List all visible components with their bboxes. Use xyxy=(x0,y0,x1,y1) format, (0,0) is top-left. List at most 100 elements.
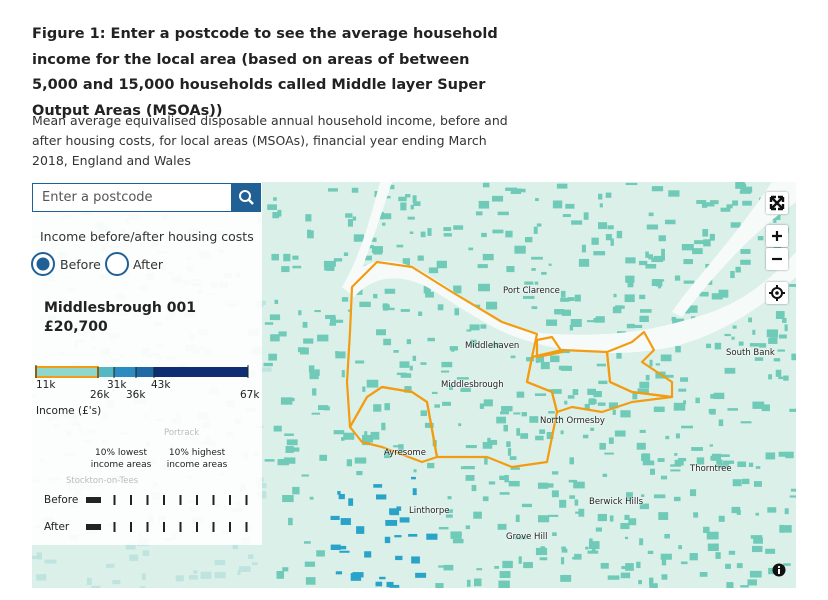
building xyxy=(522,295,535,299)
building xyxy=(696,200,707,204)
building xyxy=(567,395,575,399)
building xyxy=(570,318,582,327)
building xyxy=(353,234,365,242)
building xyxy=(366,379,379,388)
radio-label[interactable]: Before xyxy=(60,257,101,272)
building xyxy=(343,432,355,440)
building xyxy=(587,388,597,395)
building xyxy=(351,187,359,193)
zoom-out-button[interactable] xyxy=(766,248,788,270)
building xyxy=(565,203,575,209)
building xyxy=(141,573,146,581)
building xyxy=(674,275,681,281)
fullscreen-button[interactable] xyxy=(766,192,788,214)
building xyxy=(497,523,507,530)
info-icon[interactable] xyxy=(772,563,786,577)
building xyxy=(582,434,589,439)
building xyxy=(466,579,471,587)
building xyxy=(710,455,715,461)
building xyxy=(290,447,300,452)
building xyxy=(402,258,411,266)
building xyxy=(653,406,665,413)
building xyxy=(514,245,526,254)
building xyxy=(341,370,345,378)
building xyxy=(625,275,635,283)
building xyxy=(193,570,198,574)
building xyxy=(787,526,791,533)
building xyxy=(369,237,377,242)
building xyxy=(562,214,571,218)
building xyxy=(486,301,498,310)
building xyxy=(260,367,272,372)
building xyxy=(516,428,521,436)
building xyxy=(443,564,454,571)
toggle xyxy=(31,252,129,276)
building xyxy=(487,437,491,443)
building xyxy=(283,253,291,262)
building xyxy=(591,547,596,553)
legend-tick-label: 26k xyxy=(90,389,110,401)
building xyxy=(175,575,184,582)
building xyxy=(645,264,657,269)
building xyxy=(640,309,652,313)
building xyxy=(311,412,321,415)
building xyxy=(477,264,488,269)
building xyxy=(469,324,480,331)
building xyxy=(412,488,417,496)
building xyxy=(692,248,703,255)
building xyxy=(36,574,47,581)
building xyxy=(272,211,280,219)
radio-label[interactable]: After xyxy=(133,257,164,272)
building xyxy=(607,225,614,230)
building xyxy=(282,567,289,572)
decile-tick xyxy=(163,495,165,505)
building xyxy=(441,370,450,373)
building xyxy=(609,515,614,522)
zoom-in-button[interactable] xyxy=(766,225,788,247)
building xyxy=(431,391,438,395)
building xyxy=(593,251,606,256)
building xyxy=(536,223,542,227)
building xyxy=(651,279,661,287)
building xyxy=(778,376,784,380)
building xyxy=(142,550,150,556)
building xyxy=(276,571,285,579)
building xyxy=(784,508,789,515)
building xyxy=(718,289,729,298)
building xyxy=(489,439,498,445)
building xyxy=(510,355,516,359)
building xyxy=(625,563,634,571)
building xyxy=(560,574,572,582)
building xyxy=(639,503,649,510)
building xyxy=(620,410,631,418)
building xyxy=(125,543,136,550)
search-button[interactable] xyxy=(232,183,261,212)
place-label: Port Clarence xyxy=(503,286,560,296)
building xyxy=(747,579,757,586)
building xyxy=(658,282,662,289)
building xyxy=(775,369,782,377)
postcode-search[interactable] xyxy=(32,183,232,212)
building xyxy=(328,188,338,192)
building xyxy=(578,508,585,517)
building xyxy=(646,224,659,230)
building xyxy=(612,306,622,314)
building xyxy=(333,430,345,435)
building xyxy=(529,416,539,423)
building xyxy=(691,447,703,451)
building xyxy=(347,219,353,227)
decile-tick xyxy=(146,495,149,505)
building xyxy=(694,240,704,245)
figure-title: Figure 1: Enter a postcode to see the av… xyxy=(32,26,498,119)
building xyxy=(573,481,585,489)
building xyxy=(413,201,421,207)
radio[interactable] xyxy=(105,252,129,276)
building xyxy=(434,404,440,408)
place-label: Linthorpe xyxy=(409,506,450,516)
building xyxy=(382,304,390,309)
building xyxy=(443,227,452,232)
building xyxy=(399,517,410,523)
building xyxy=(552,200,563,209)
building xyxy=(718,419,724,427)
locate-button[interactable] xyxy=(766,282,788,304)
